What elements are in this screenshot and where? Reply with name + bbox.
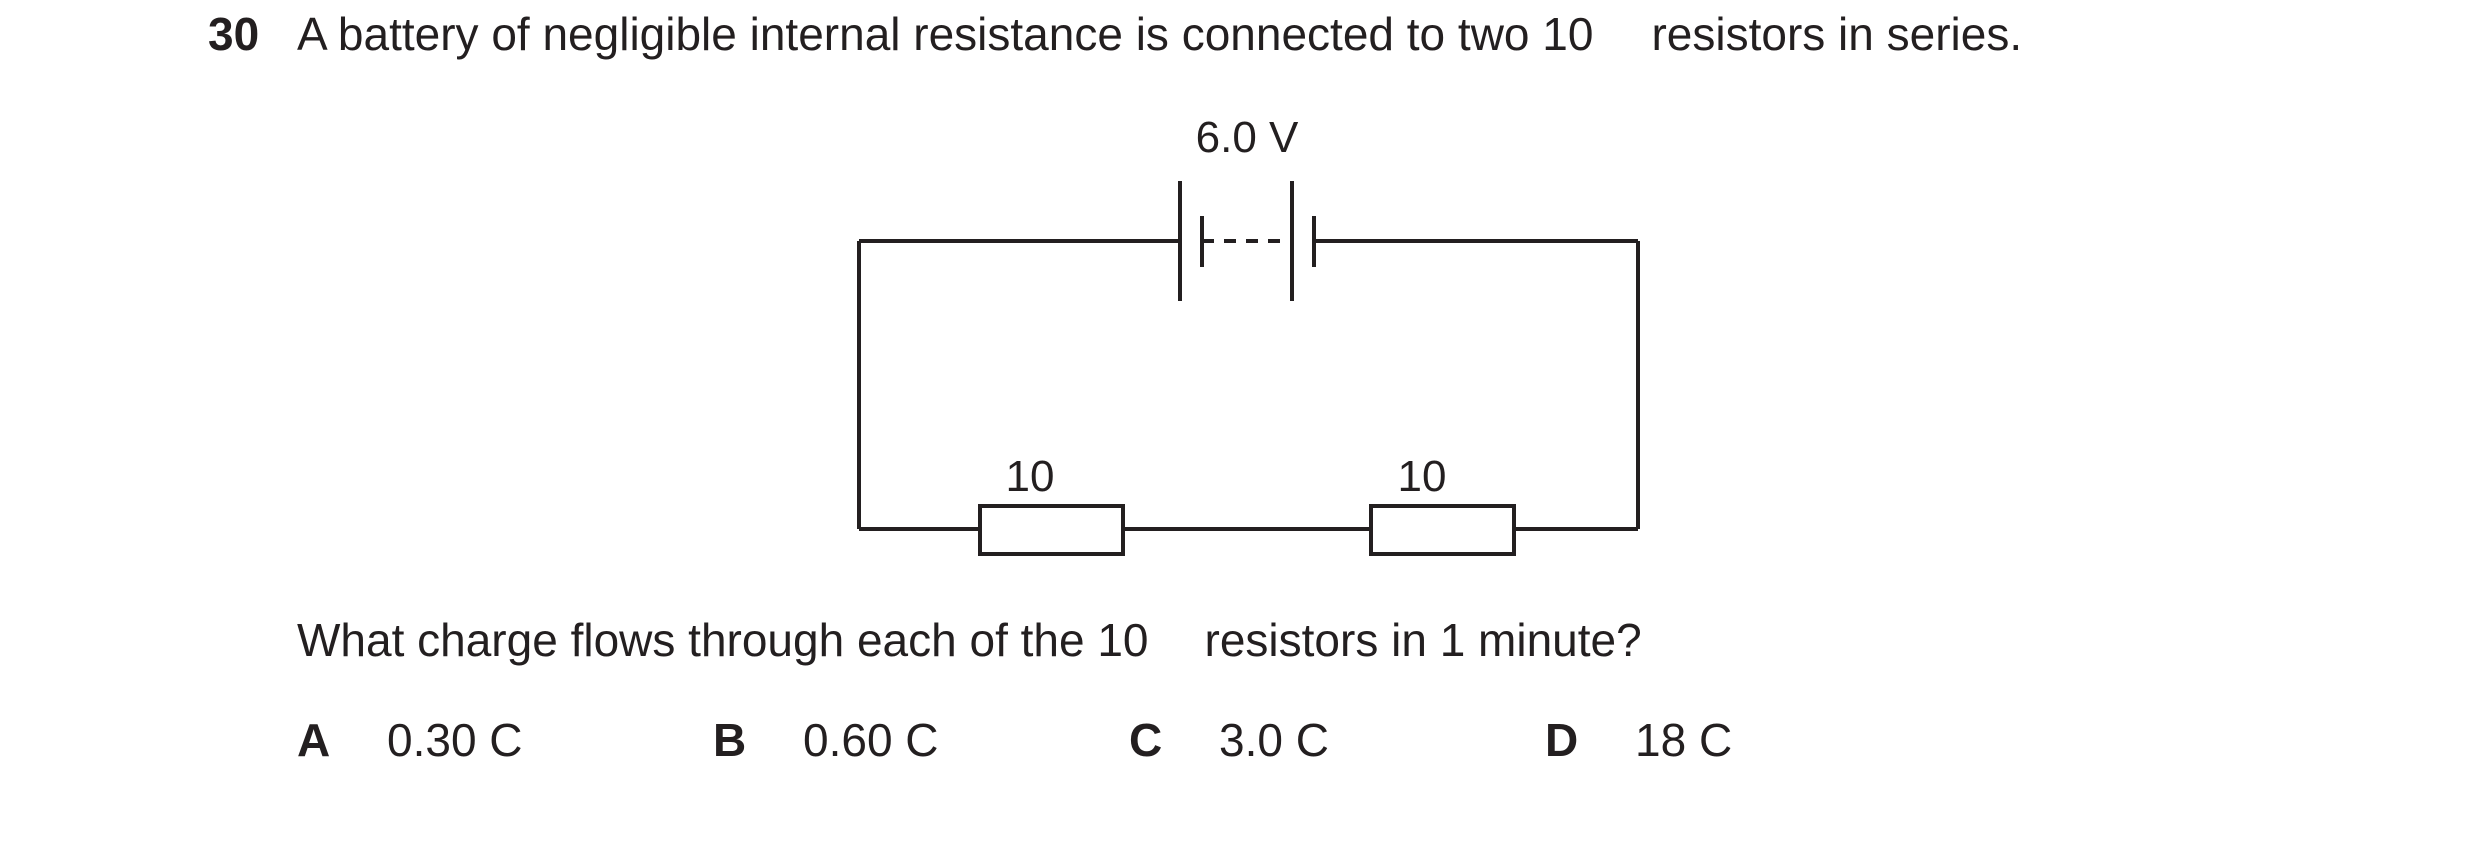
question-prompt-start: What charge flows through each of the 10 [297, 614, 1149, 666]
question-stem: A battery of negligible internal resista… [297, 6, 2022, 62]
option-letter: C [1129, 714, 1163, 766]
question-prompt-end: resistors in 1 minute? [1204, 614, 1642, 666]
option-letter: A [297, 714, 331, 766]
option-value: 0.60 C [803, 714, 939, 766]
battery-voltage-label: 6.0 V [1196, 113, 1299, 162]
option-b[interactable]: B 0.60 C [713, 712, 939, 768]
option-letter: D [1545, 714, 1579, 766]
resistor-left [978, 504, 1125, 556]
resistor-right [1369, 504, 1516, 556]
option-value: 0.30 C [387, 714, 523, 766]
question-prompt: What charge flows through each of the 10… [297, 612, 1642, 668]
resistor-left-label: 10 [1006, 452, 1055, 501]
resistor-right-label: 10 [1398, 452, 1447, 501]
question-stem-start: A battery of negligible internal resista… [297, 8, 1594, 60]
option-value: 3.0 C [1219, 714, 1329, 766]
option-value: 18 C [1635, 714, 1733, 766]
option-letter: B [713, 714, 747, 766]
option-a[interactable]: A 0.30 C [297, 712, 523, 768]
option-c[interactable]: C 3.0 C [1129, 712, 1329, 768]
question-number: 30 [208, 8, 260, 60]
question-stem-end: resistors in series. [1651, 8, 2023, 60]
option-d[interactable]: D 18 C [1545, 712, 1732, 768]
